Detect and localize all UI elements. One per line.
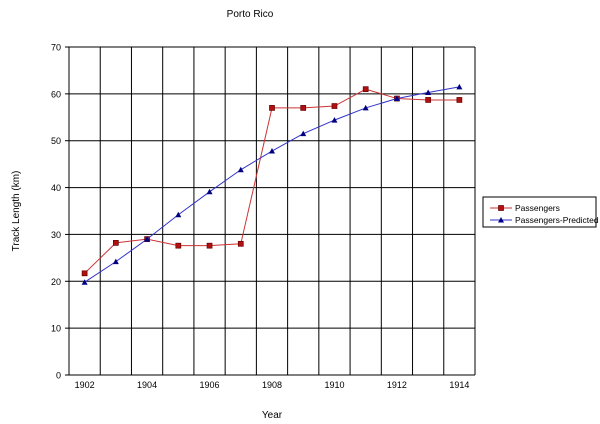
data-point [300, 105, 307, 111]
data-point [456, 97, 463, 103]
legend-label: Passengers-Predicted [515, 215, 599, 225]
data-point [206, 188, 213, 195]
y-tick-label: 30 [51, 230, 61, 240]
x-tick-label: 1906 [200, 380, 220, 390]
y-tick-label: 70 [51, 43, 61, 53]
x-tick-label: 1908 [262, 380, 282, 390]
data-point [425, 89, 432, 95]
x-tick-label: 1914 [449, 380, 469, 390]
data-point [362, 104, 369, 111]
data-point [331, 117, 338, 123]
x-tick-label: 1912 [387, 380, 407, 390]
y-tick-label: 60 [51, 89, 61, 99]
x-tick-label: 1904 [137, 380, 157, 390]
y-tick-label: 10 [51, 324, 61, 334]
y-tick-label: 0 [56, 371, 61, 381]
data-point [269, 148, 275, 154]
y-tick-label: 50 [51, 136, 61, 146]
y-tick-label: 40 [51, 183, 61, 193]
x-tick-label: 1902 [75, 380, 95, 390]
data-point [175, 242, 182, 249]
data-point [393, 95, 400, 102]
series-line-1 [84, 86, 460, 283]
data-point [81, 279, 88, 285]
data-point [175, 211, 182, 218]
legend-marker [498, 217, 504, 223]
series-line-0 [84, 88, 460, 274]
data-point [144, 236, 151, 242]
data-point [112, 240, 119, 246]
y-axis-label: Track Length (km) [11, 171, 22, 252]
y-tick-label: 20 [51, 277, 61, 287]
data-point [456, 83, 463, 90]
x-tick-label: 1910 [324, 380, 344, 390]
data-point [362, 86, 369, 93]
data-point [425, 97, 432, 103]
legend-marker [498, 205, 504, 211]
chart-title: Porto Rico [227, 9, 274, 20]
data-point [206, 242, 213, 249]
data-point [269, 105, 275, 111]
legend-label: Passengers [515, 203, 560, 213]
x-axis-label: Year [262, 410, 283, 421]
data-point [81, 270, 88, 277]
data-point [237, 166, 244, 173]
data-point [300, 130, 307, 137]
data-point [237, 240, 244, 247]
data-point [112, 258, 119, 265]
legend: Passengers Passengers-Predicted [482, 196, 599, 228]
data-point [331, 103, 338, 109]
